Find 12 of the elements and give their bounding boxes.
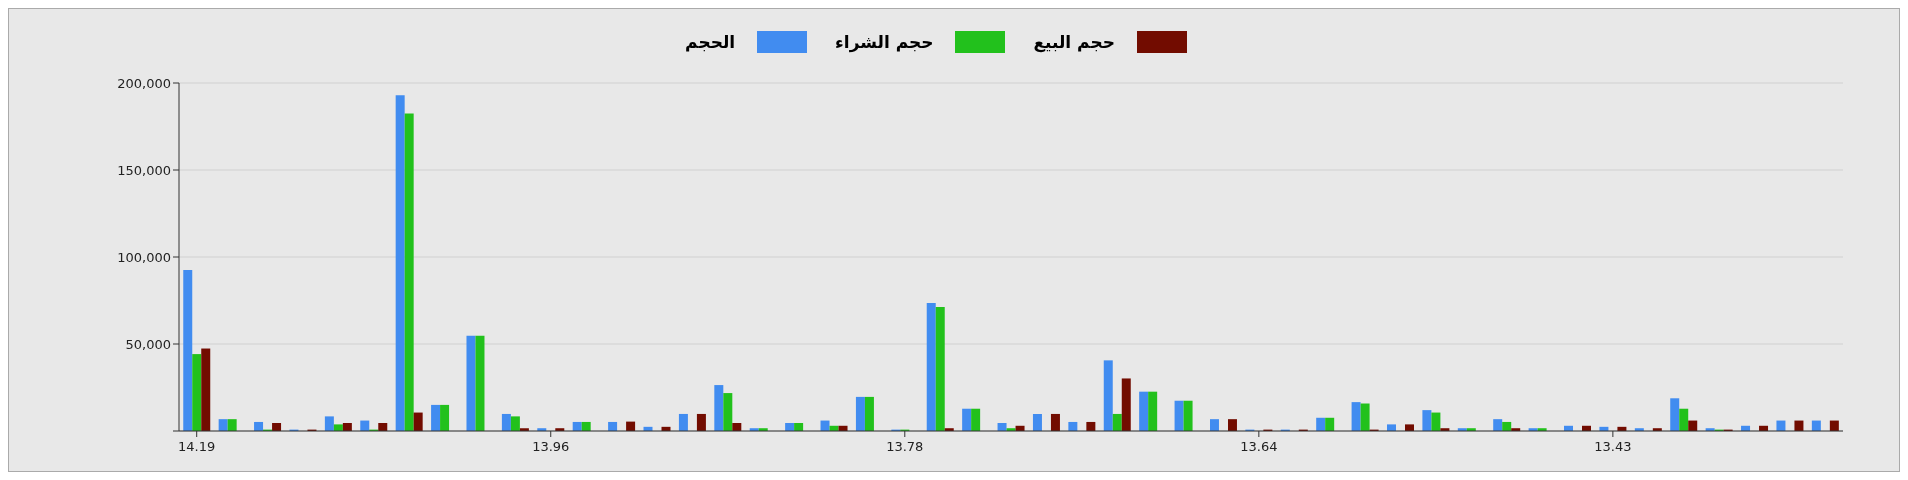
y-tick-label: 50,000 [125,336,171,352]
y-tick-label: 200,000 [117,75,171,91]
legend-label: الحجم [685,32,736,52]
x-tick-label: 13.64 [1240,439,1278,454]
x-tick-label: 13.43 [1594,439,1632,454]
y-tick-label: 150,000 [117,162,171,178]
x-tick-label: 13.96 [532,439,570,454]
x-tick-label: 14.19 [178,439,216,454]
x-tick-label: 13.78 [886,439,924,454]
y-tick-label: 100,000 [117,249,171,265]
legend-label: حجم البيع [1033,32,1115,52]
legend-label: حجم الشراء [835,32,934,52]
